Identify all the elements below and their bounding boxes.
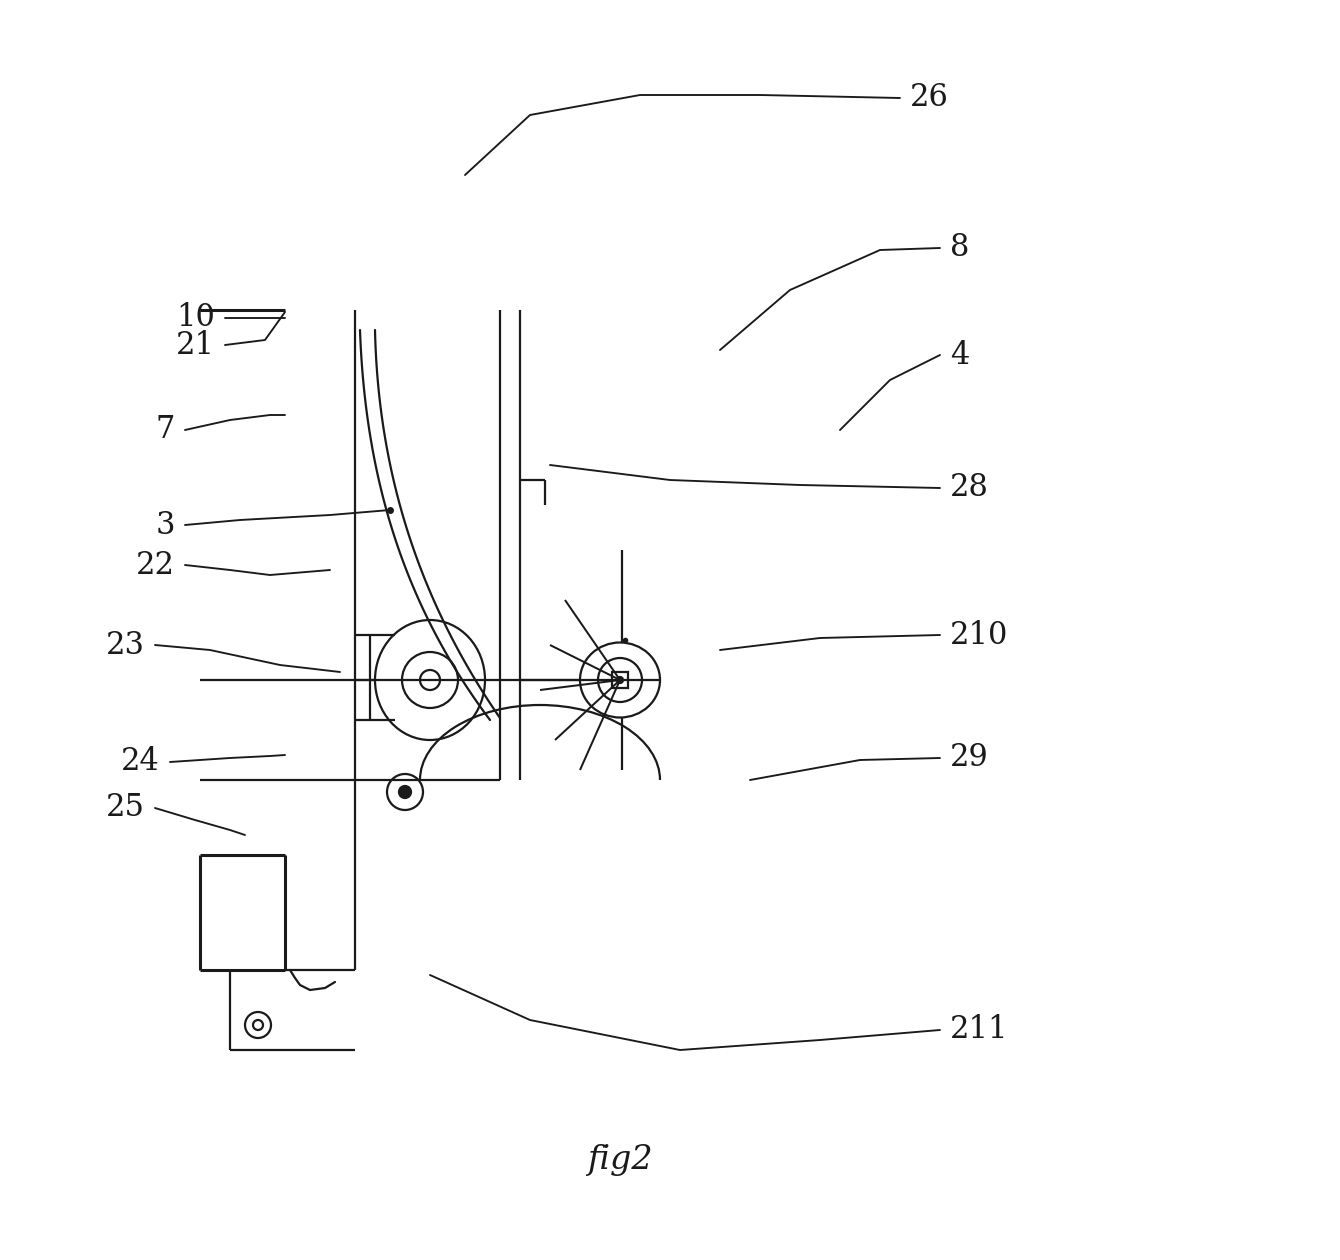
Circle shape xyxy=(399,786,411,798)
Circle shape xyxy=(387,774,423,810)
Text: 4: 4 xyxy=(950,339,969,370)
Circle shape xyxy=(616,677,623,683)
Circle shape xyxy=(245,1012,271,1038)
Text: 211: 211 xyxy=(950,1014,1009,1046)
Text: 8: 8 xyxy=(950,233,969,263)
Circle shape xyxy=(598,658,642,702)
Text: 24: 24 xyxy=(121,746,159,777)
Text: 25: 25 xyxy=(106,793,145,824)
Bar xyxy=(612,672,628,688)
Ellipse shape xyxy=(375,620,485,740)
Circle shape xyxy=(402,651,458,708)
Text: 7: 7 xyxy=(155,415,176,446)
Text: 29: 29 xyxy=(950,742,989,774)
Circle shape xyxy=(419,670,440,690)
Text: 3: 3 xyxy=(155,509,176,541)
Text: 10: 10 xyxy=(176,302,214,334)
Text: 26: 26 xyxy=(910,82,949,113)
Text: 210: 210 xyxy=(950,620,1009,650)
Text: 23: 23 xyxy=(106,630,145,660)
Circle shape xyxy=(253,1021,263,1029)
Text: 22: 22 xyxy=(135,549,176,581)
Text: fig2: fig2 xyxy=(587,1144,653,1176)
Text: 21: 21 xyxy=(176,330,214,360)
Ellipse shape xyxy=(580,643,661,717)
Text: 28: 28 xyxy=(950,472,989,504)
